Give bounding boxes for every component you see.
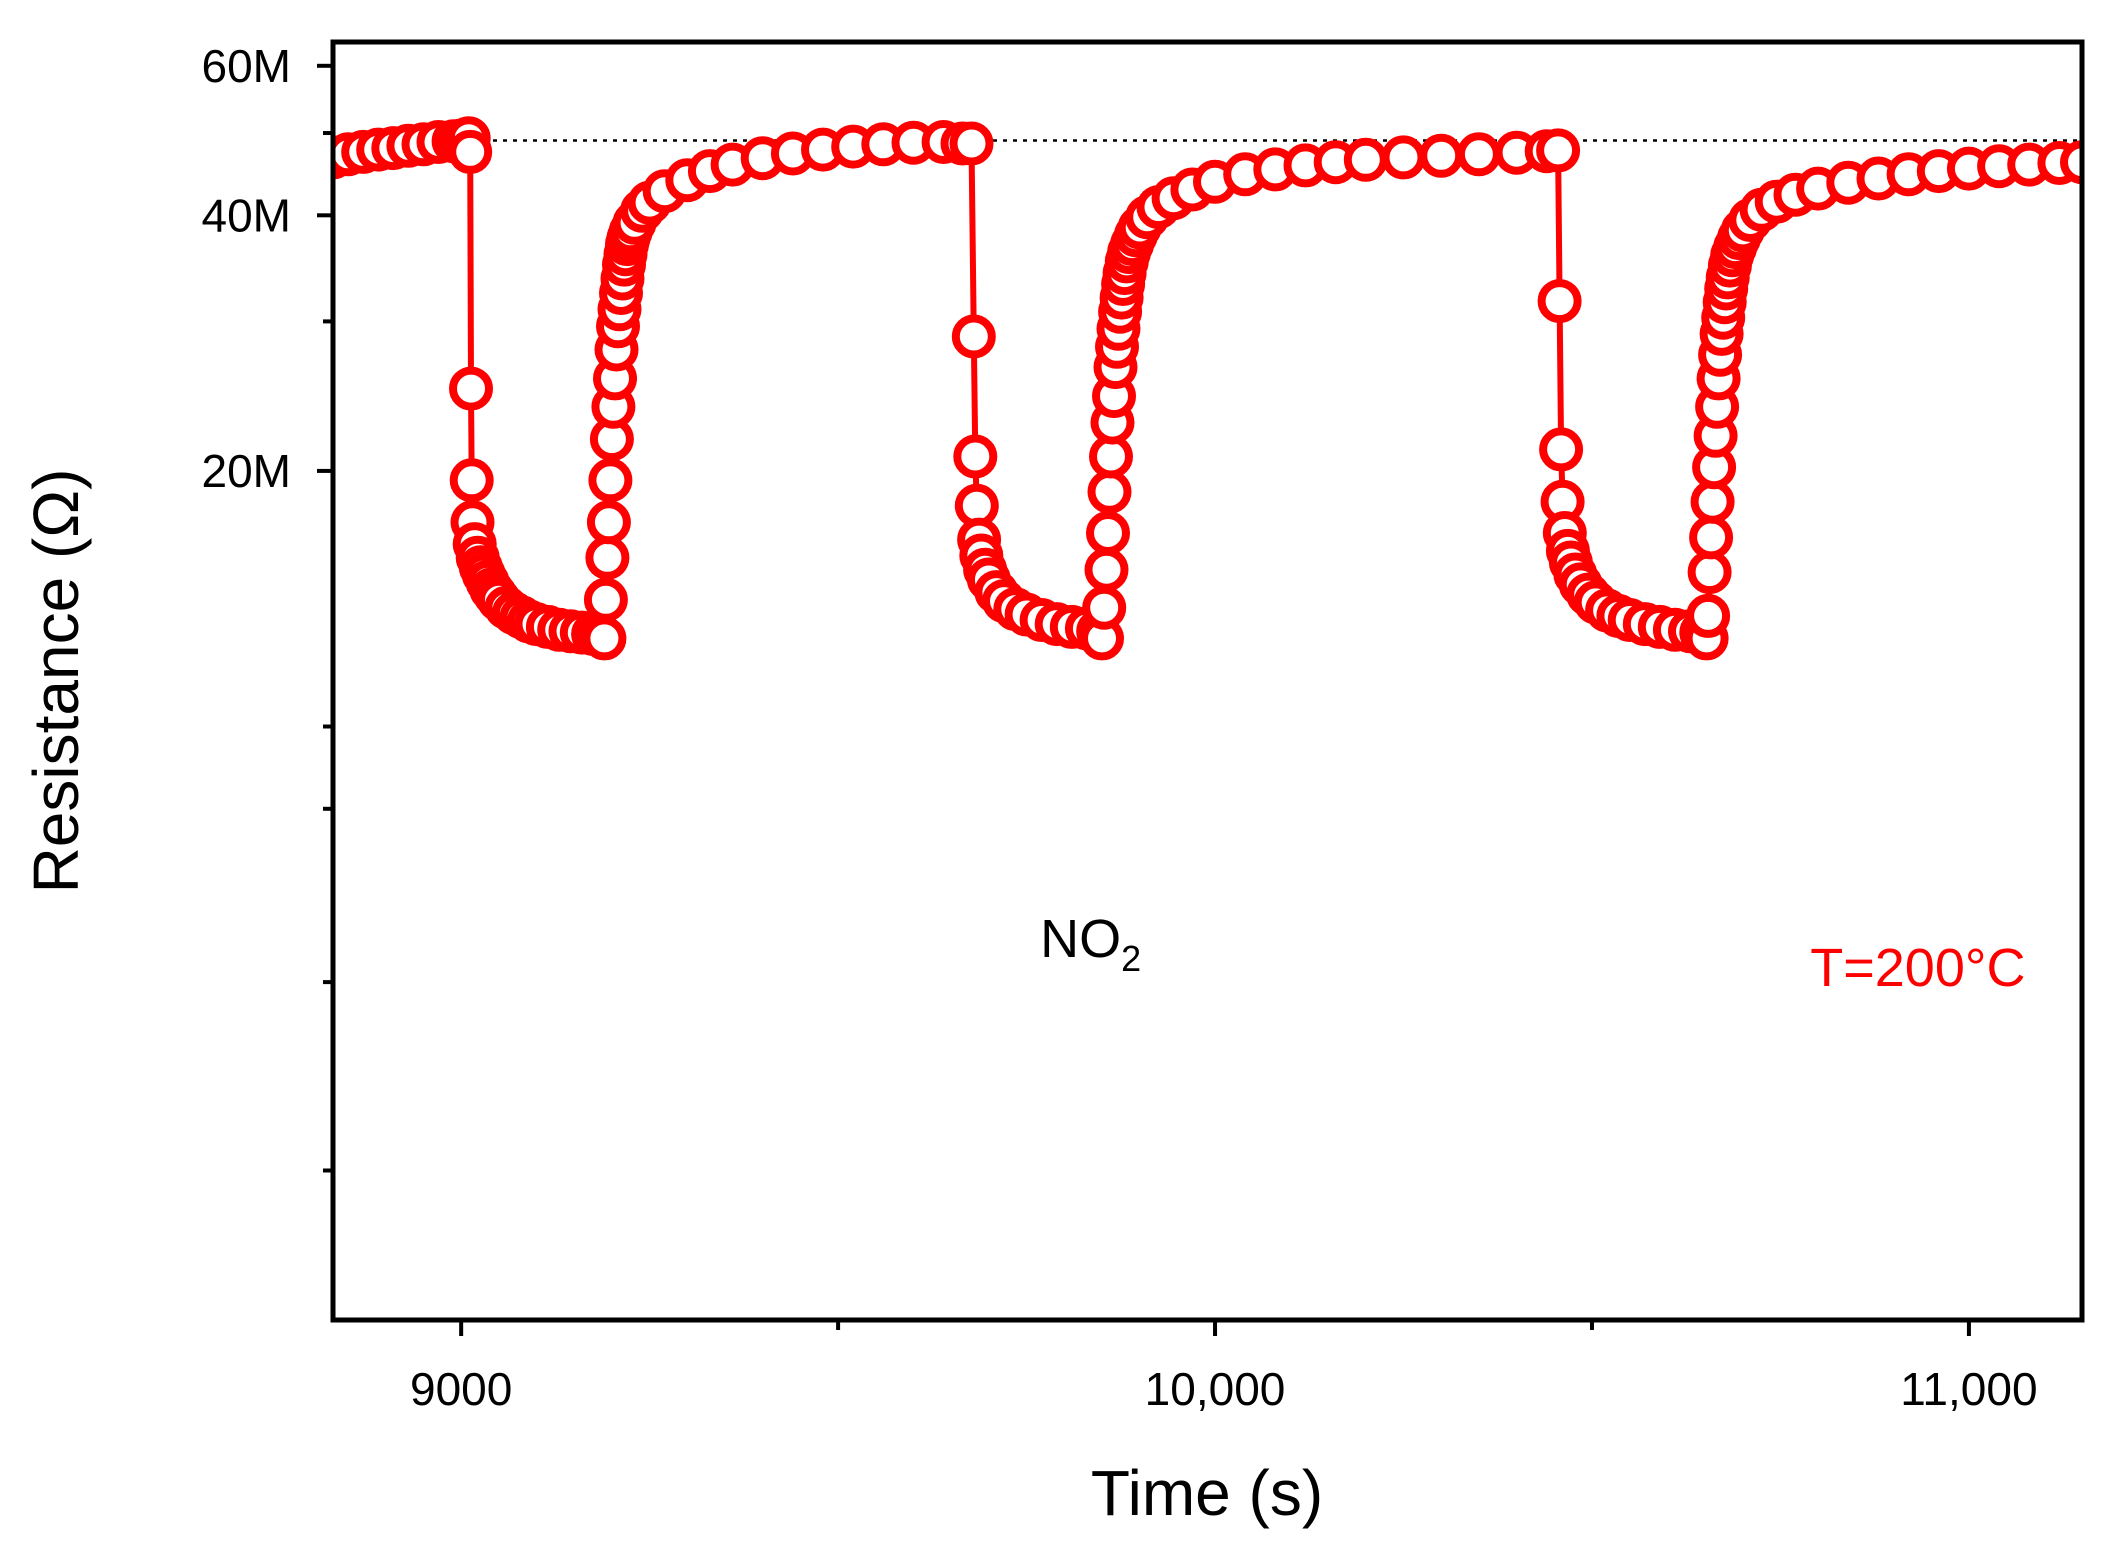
data-point — [1536, 128, 1581, 173]
plot-area-frame — [330, 39, 2085, 1323]
gas-label: NO2 — [1040, 909, 1141, 979]
resistance-markers — [333, 116, 2082, 661]
y-tick-label: 40M — [202, 189, 291, 241]
data-point — [1539, 427, 1584, 472]
x-tick-label: 10,000 — [1145, 1363, 1286, 1415]
data-point — [1086, 511, 1130, 555]
data-point — [1082, 585, 1127, 630]
data-point — [949, 121, 994, 166]
data-point — [1687, 550, 1732, 595]
data-point — [449, 458, 494, 503]
data-point — [449, 366, 493, 411]
data-point — [583, 577, 628, 622]
x-axis-title: Time (s) — [1091, 1457, 1323, 1529]
data-point — [1343, 137, 1388, 182]
data-point — [585, 535, 630, 580]
temperature-label: T=200°C — [1810, 938, 2025, 998]
data-point — [582, 616, 627, 661]
gas-label-subscript: 2 — [1121, 938, 1141, 979]
x-tick-label: 11,000 — [1900, 1363, 2037, 1415]
data-point — [1686, 593, 1731, 638]
data-point — [588, 458, 633, 503]
data-point — [1419, 133, 1464, 178]
data-point — [1537, 279, 1582, 324]
data-point — [1689, 515, 1734, 560]
x-tick-label: 9000 — [410, 1363, 512, 1415]
data-point — [953, 434, 998, 479]
data-point — [1381, 135, 1426, 180]
data-point — [1456, 132, 1501, 177]
data-point — [951, 314, 996, 359]
gas-label-text: NO — [1040, 909, 1121, 969]
data-point — [1087, 469, 1132, 514]
data-point — [2060, 140, 2082, 185]
y-axis-title: Resistance (Ω) — [20, 469, 92, 894]
y-tick-label: 20M — [202, 445, 291, 497]
y-tick-label: 60M — [202, 40, 291, 92]
data-point — [448, 129, 493, 174]
data-point — [586, 500, 631, 545]
data-point — [1084, 547, 1129, 592]
